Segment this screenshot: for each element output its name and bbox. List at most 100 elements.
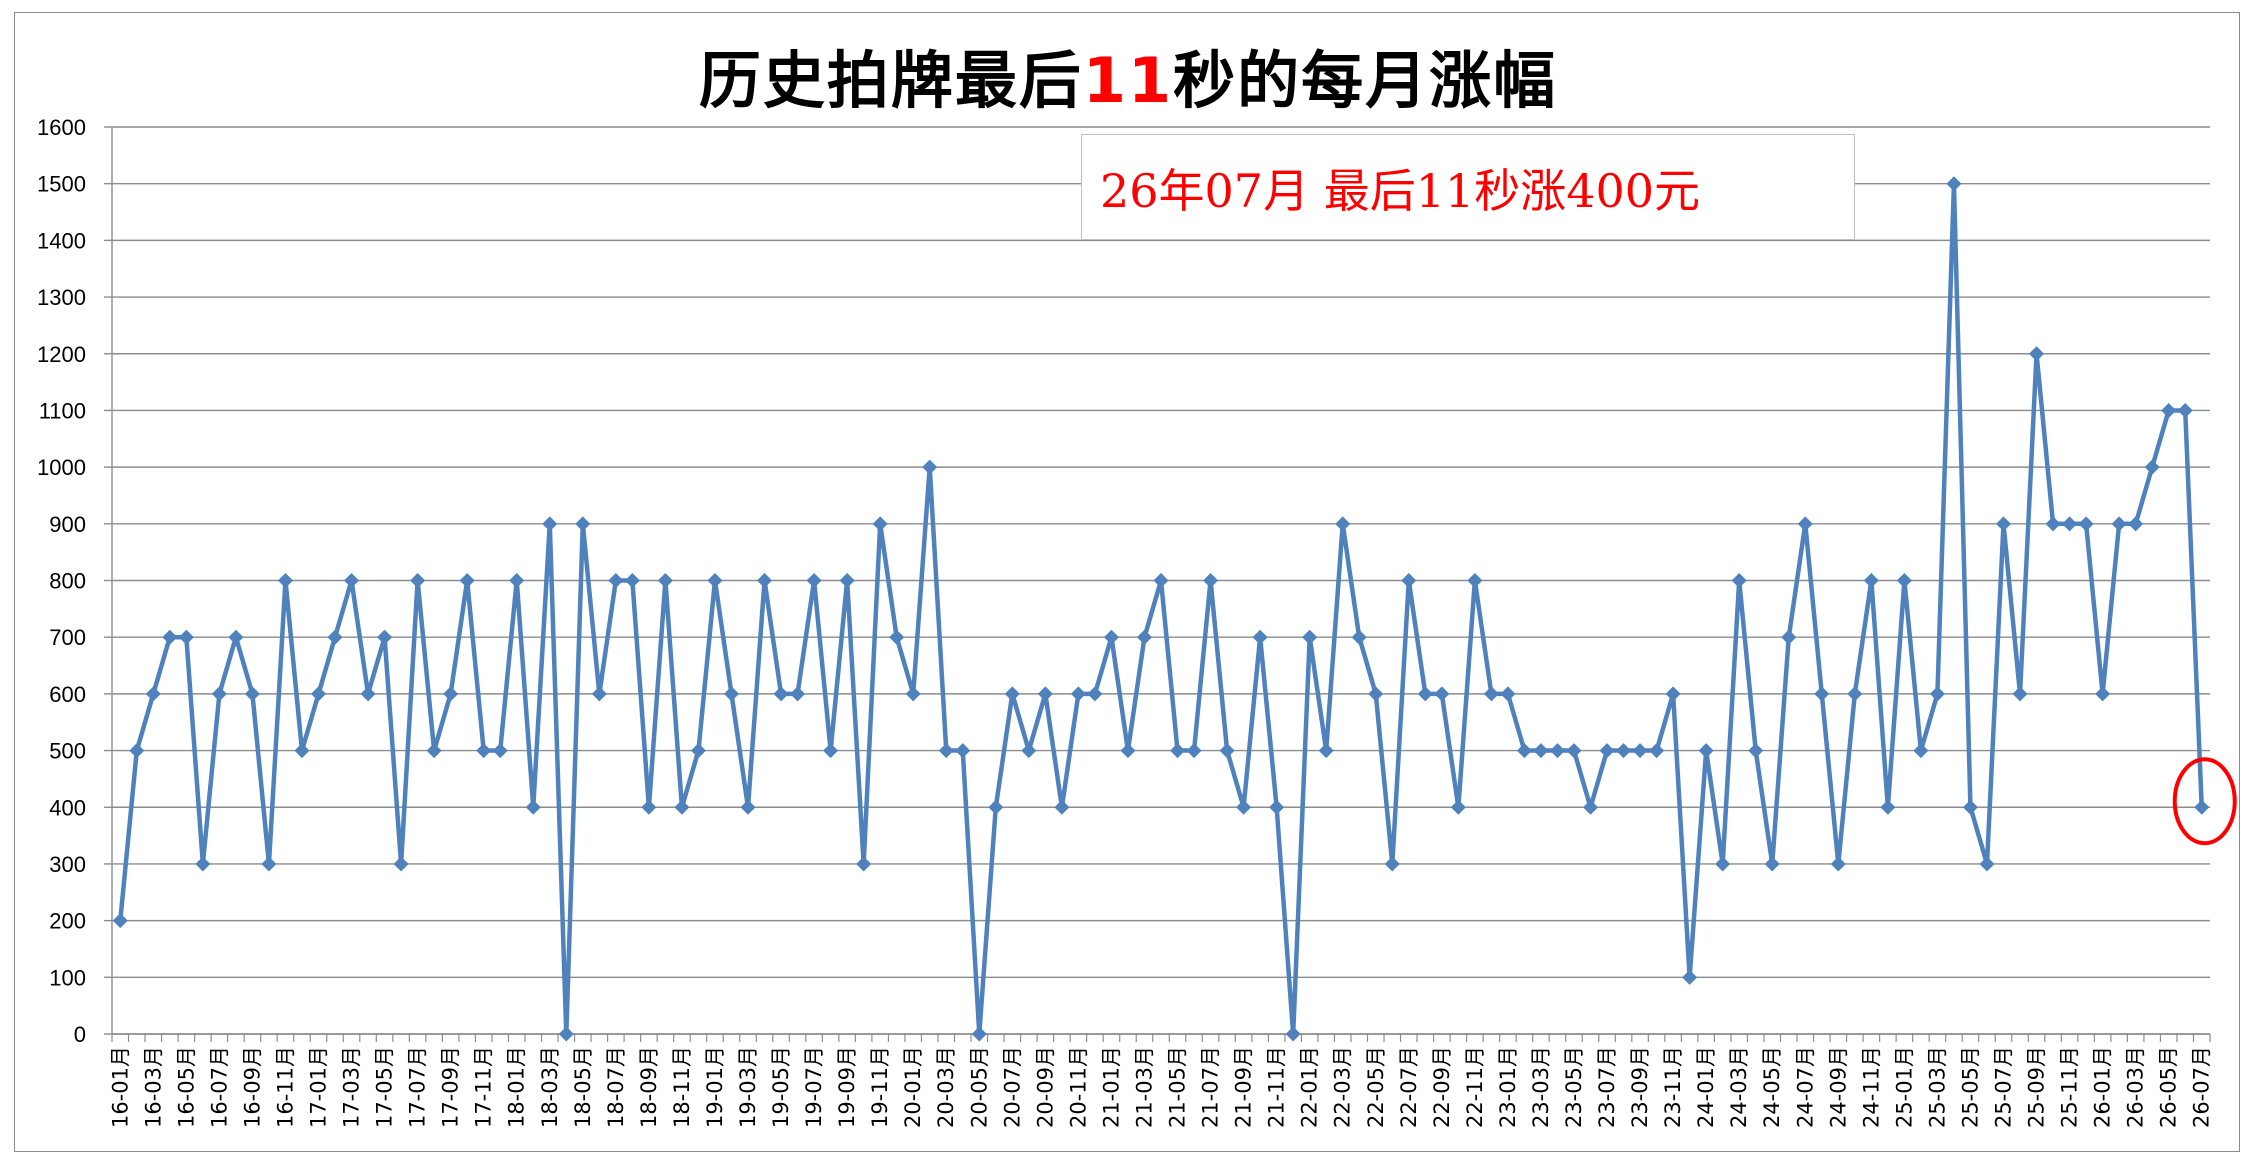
- data-point: [1632, 743, 1648, 759]
- series-path: [118, 181, 2204, 1037]
- data-point: [1682, 969, 1698, 985]
- x-tick-label: 23-09月: [1628, 1046, 1652, 1128]
- data-point: [1731, 573, 1747, 588]
- y-tick-label: 1200: [37, 342, 86, 367]
- y-tick-label: 1600: [37, 115, 86, 140]
- x-tick-label: 26-03月: [2124, 1046, 2148, 1128]
- x-axis: 16-01月 16-03月 16-05月 16-07月 16-09月 16-11月 17-0…: [108, 1033, 2214, 1128]
- data-point: [938, 743, 954, 759]
- data-point: [1252, 629, 1268, 645]
- x-tick-label: 16-03月: [141, 1046, 165, 1128]
- data-point: [1170, 743, 1186, 759]
- data-point: [1599, 743, 1615, 759]
- x-tick-label: 24-01月: [1694, 1046, 1718, 1128]
- x-tick-label: 23-03月: [1529, 1046, 1553, 1128]
- data-point: [410, 573, 426, 588]
- data-point: [1186, 743, 1202, 759]
- x-tick-label: 18-03月: [538, 1046, 562, 1128]
- y-tick-label: 1500: [37, 172, 86, 197]
- data-point: [1616, 743, 1632, 759]
- data-point: [823, 743, 839, 759]
- y-tick-label: 1400: [37, 228, 86, 253]
- x-tick-label: 20-11月: [1066, 1046, 1090, 1128]
- x-tick-label: 18-07月: [604, 1046, 628, 1128]
- data-point: [1781, 629, 1797, 645]
- data-point: [1087, 686, 1103, 702]
- x-tick-label: 25-07月: [1992, 1046, 2016, 1128]
- x-tick-label: 19-11月: [868, 1046, 892, 1128]
- data-point: [1814, 686, 1830, 702]
- data-point: [1203, 573, 1219, 588]
- y-axis: 0 100 200 300 400 500 600 700 800 900 1000 1100 1200…: [37, 115, 113, 1047]
- annotation-text: 26年07月 最后11秒涨400元: [1100, 164, 1701, 218]
- x-tick-label: 18-09月: [637, 1046, 661, 1128]
- x-tick-label: 17-11月: [472, 1046, 496, 1128]
- data-point: [443, 686, 459, 702]
- data-point: [1103, 629, 1119, 645]
- data-point: [1302, 629, 1318, 645]
- data-point: [1830, 856, 1846, 872]
- y-tick-label: 700: [49, 625, 86, 650]
- data-point: [492, 743, 508, 759]
- data-point: [889, 629, 905, 645]
- data-point: [988, 799, 1004, 815]
- data-point: [244, 686, 260, 702]
- x-tick-label: 22-01月: [1298, 1046, 1322, 1128]
- x-tick-label: 24-05月: [1760, 1046, 1784, 1128]
- data-point: [674, 799, 690, 815]
- x-tick-label: 24-03月: [1727, 1046, 1751, 1128]
- data-point: [2128, 516, 2144, 532]
- highlight-layer: [2172, 757, 2237, 846]
- data-point: [806, 573, 822, 588]
- data-point: [1698, 743, 1714, 759]
- data-point: [1401, 573, 1417, 588]
- highlight-circle: [2172, 757, 2237, 846]
- x-tick-label: 16-09月: [240, 1046, 264, 1128]
- data-point: [1021, 743, 1037, 759]
- x-tick-label: 25-09月: [2025, 1046, 2049, 1128]
- data-point: [261, 856, 277, 872]
- data-point: [2029, 346, 2045, 362]
- y-tick-label: 600: [49, 682, 86, 707]
- x-tick-label: 17-01月: [306, 1046, 330, 1128]
- x-tick-label: 22-03月: [1331, 1046, 1355, 1128]
- data-point: [1318, 743, 1334, 759]
- data-point: [740, 799, 756, 815]
- x-tick-label: 20-05月: [967, 1046, 991, 1128]
- x-tick-label: 20-01月: [901, 1046, 925, 1128]
- data-point: [1549, 743, 1565, 759]
- data-point: [624, 573, 640, 588]
- data-point: [195, 856, 211, 872]
- x-tick-label: 22-05月: [1364, 1046, 1388, 1128]
- x-tick-label: 16-07月: [207, 1046, 231, 1128]
- data-point: [839, 573, 855, 588]
- x-tick-label: 18-05月: [571, 1046, 595, 1128]
- x-tick-label: 24-09月: [1826, 1046, 1850, 1128]
- data-point: [1500, 686, 1516, 702]
- x-tick-label: 17-07月: [406, 1046, 430, 1128]
- y-tick-label: 1300: [37, 285, 86, 310]
- data-point: [707, 573, 723, 588]
- x-tick-label: 22-11月: [1463, 1046, 1487, 1128]
- data-point: [657, 573, 673, 588]
- title-part-2: 秒的每月涨幅: [1173, 44, 1558, 117]
- data-point: [641, 799, 657, 815]
- x-tick-label: 25-05月: [1958, 1046, 1982, 1128]
- data-point: [178, 629, 194, 645]
- title-highlight-number: 11: [1082, 44, 1174, 117]
- x-tick-label: 25-01月: [1892, 1046, 1916, 1128]
- data-point: [1070, 686, 1086, 702]
- x-tick-label: 26-05月: [2157, 1046, 2181, 1128]
- x-tick-label: 20-03月: [934, 1046, 958, 1128]
- x-tick-label: 22-09月: [1430, 1046, 1454, 1128]
- data-point: [1996, 516, 2012, 532]
- data-point: [294, 743, 310, 759]
- data-point: [1896, 573, 1912, 588]
- data-point: [1285, 1026, 1301, 1042]
- data-point: [1450, 799, 1466, 815]
- data-point: [228, 629, 244, 645]
- data-point: [2078, 516, 2094, 532]
- data-point: [1236, 799, 1252, 815]
- data-point: [327, 629, 343, 645]
- y-tick-label: 500: [49, 739, 86, 764]
